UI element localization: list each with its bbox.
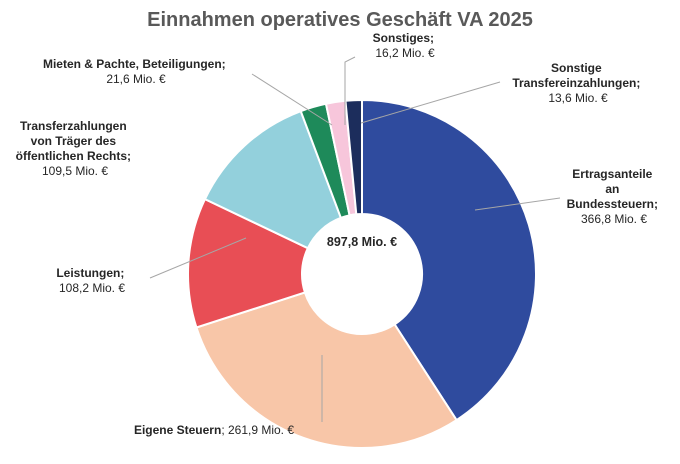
label-leistungen-name: Leistungen; <box>56 266 124 280</box>
label-leistungen: Leistungen; 108,2 Mio. € <box>56 266 127 295</box>
slice-sonstige-transfereinzahlungen <box>344 98 363 216</box>
leader-lines <box>149 56 561 422</box>
label-sonstiges-value: 16,2 Mio. € <box>375 46 435 60</box>
label-ertragsanteile: Ertragsanteile an Bundessteuern; 366,8 M… <box>567 167 662 226</box>
label-ertragsanteile-line3: Bundessteuern; <box>567 197 658 211</box>
leader-line-sonstiges <box>344 56 356 125</box>
leader-line-sonstige-transfer <box>360 81 501 124</box>
label-ertragsanteile-line2: an <box>605 182 619 196</box>
donut-slices <box>187 98 537 449</box>
label-sonstige-transfer-line1: Sonstige <box>551 61 602 75</box>
label-eigene-steuern-name: Eigene Steuern <box>134 423 221 437</box>
label-transferzahlungen: Transferzahlungen von Träger des öffentl… <box>16 119 135 178</box>
label-eigene-steuern: Eigene Steuern; 261,9 Mio. € <box>134 423 294 437</box>
label-sonstiges: Sonstiges; 16,2 Mio. € <box>373 31 438 60</box>
label-ertragsanteile-line1: Ertragsanteile <box>572 167 652 181</box>
label-sonstige-transfer: Sonstige Transfereinzahlungen; 13,6 Mio.… <box>512 61 643 105</box>
label-transferzahlungen-value: 109,5 Mio. € <box>42 164 108 178</box>
label-mieten-value: 21,6 Mio. € <box>106 72 166 86</box>
label-transferzahlungen-line1: Transferzahlungen <box>20 119 127 133</box>
label-transferzahlungen-line2: von Träger des <box>31 134 117 148</box>
slice-transferzahlungen-von-träger-des-öffentlichen-rechts <box>203 109 343 250</box>
label-mieten-name: Mieten & Pachte, Beteiligungen; <box>43 57 226 71</box>
label-eigene-steuern-value: ; 261,9 Mio. € <box>221 423 294 437</box>
leader-line-leistungen <box>149 237 247 279</box>
label-mieten: Mieten & Pachte, Beteiligungen; 21,6 Mio… <box>43 57 229 86</box>
chart-title: Einnahmen operatives Geschäft VA 2025 <box>147 9 533 31</box>
center-total-label: 897,8 Mio. € <box>327 235 397 249</box>
label-sonstiges-name: Sonstiges; <box>373 31 434 45</box>
leader-line-mieten <box>251 73 333 126</box>
label-transferzahlungen-line3: öffentlichen Rechts; <box>16 149 131 163</box>
label-ertragsanteile-value: 366,8 Mio. € <box>581 212 647 226</box>
slice-eigene-steuern <box>195 291 458 449</box>
label-sonstige-transfer-value: 13,6 Mio. € <box>548 91 608 105</box>
label-sonstige-transfer-line2: Transfereinzahlungen; <box>512 76 640 90</box>
leader-line-ertragsanteile <box>474 197 561 211</box>
label-leistungen-value: 108,2 Mio. € <box>59 281 125 295</box>
